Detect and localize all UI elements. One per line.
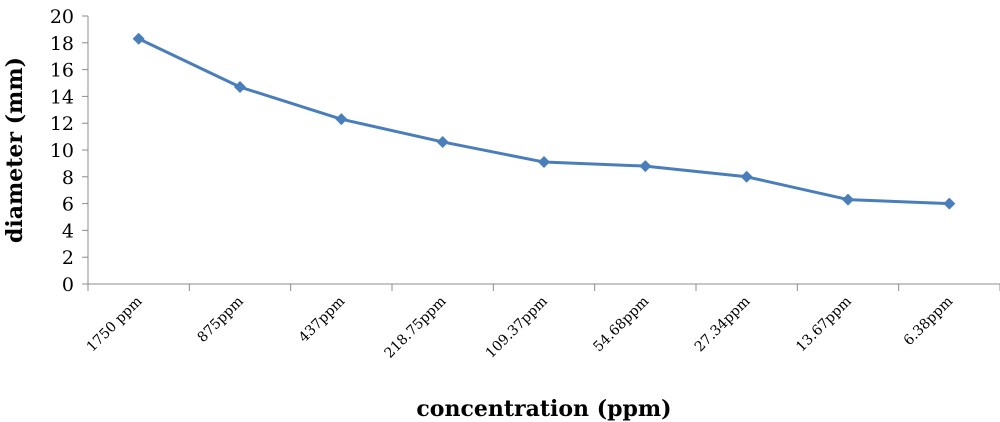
data-point	[234, 81, 246, 94]
y-tick-label: 0	[62, 274, 74, 296]
y-axis-title: diameter (mm)	[2, 57, 28, 243]
data-point	[943, 197, 956, 210]
x-tick-label: 218.75ppm	[381, 294, 449, 362]
y-tick-label: 12	[50, 113, 74, 135]
data-point	[436, 135, 449, 148]
x-tick-group: 1750 ppm 875ppm 437ppm 218.75ppm 109.37ppm 54…	[84, 284, 1000, 362]
data-point	[538, 156, 550, 169]
y-tick-label: 18	[50, 33, 74, 55]
y-tick-label: 14	[50, 86, 74, 108]
data-point	[740, 170, 753, 183]
x-tick-label: 13.67ppm	[793, 294, 855, 356]
y-tick-group: 0 2 4 6 8 10 12 14 16 18 20	[50, 6, 88, 296]
x-tick-label: 27.34ppm	[692, 294, 754, 356]
x-tick-label: 54.68ppm	[590, 294, 652, 356]
y-tick-label: 6	[62, 194, 74, 216]
y-tick-label: 8	[62, 167, 74, 189]
y-tick-label: 20	[50, 6, 74, 28]
series-layer	[132, 32, 956, 210]
x-tick-label: 437ppm	[296, 294, 348, 346]
x-tick-label: 109.37ppm	[483, 294, 551, 362]
x-tick-label: 1750 ppm	[84, 294, 146, 356]
data-point	[842, 193, 854, 206]
x-tick-label: 6.38ppm	[901, 294, 956, 349]
y-axis: 0 2 4 6 8 10 12 14 16 18 20	[50, 6, 89, 296]
data-point	[132, 32, 145, 45]
x-tick-label: 875ppm	[195, 294, 247, 346]
y-tick-label: 16	[50, 60, 74, 82]
y-tick-label: 4	[62, 220, 74, 242]
data-point	[639, 160, 652, 173]
y-tick-label: 10	[50, 140, 74, 162]
x-axis-title: concentration (ppm)	[416, 396, 671, 422]
x-axis: 1750 ppm 875ppm 437ppm 218.75ppm 109.37ppm 54…	[84, 283, 1000, 362]
y-tick-label: 2	[62, 247, 74, 269]
series-line	[138, 37, 950, 206]
data-point	[335, 113, 348, 126]
